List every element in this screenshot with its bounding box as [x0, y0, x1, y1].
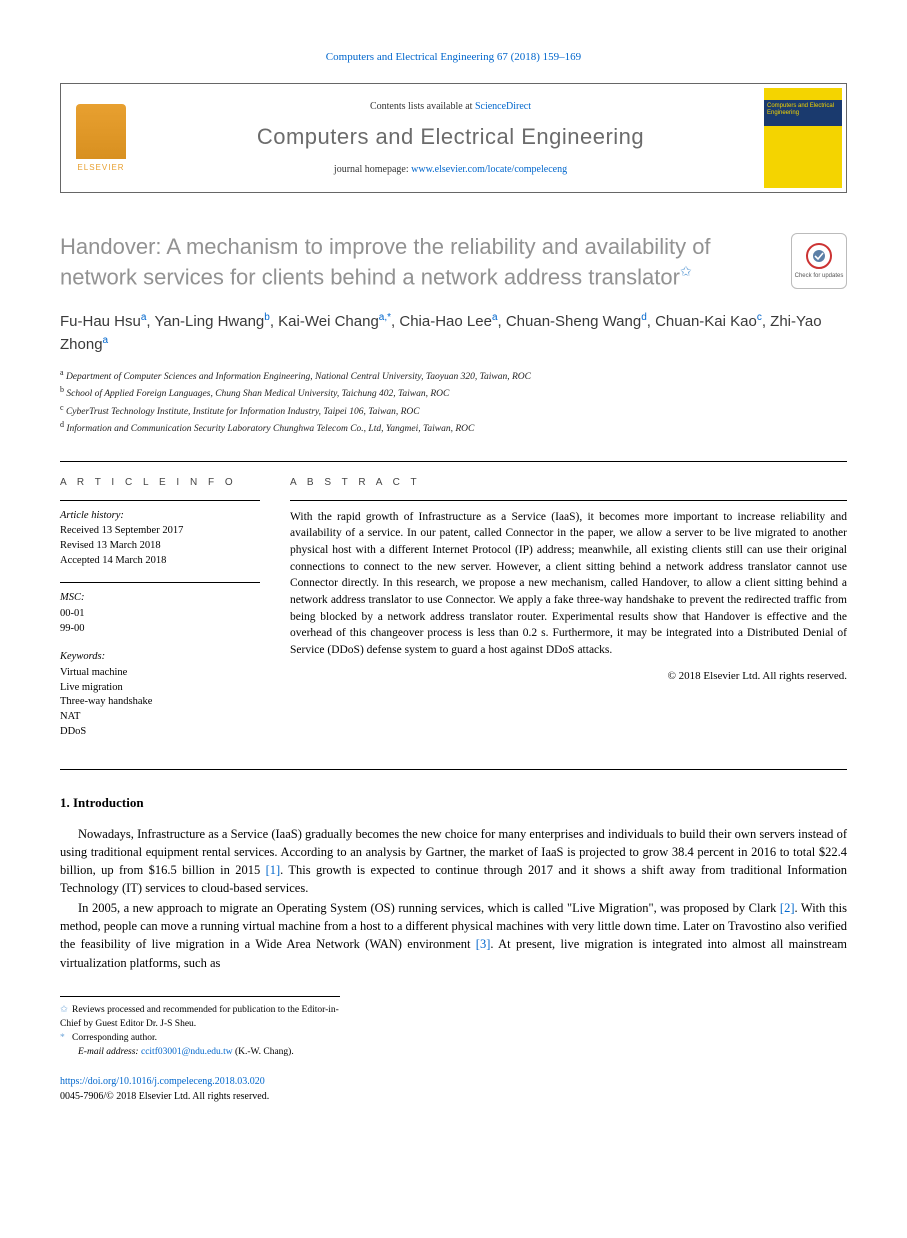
footnotes: ✩Reviews processed and recommended for p… — [60, 996, 340, 1060]
contents-line: Contents lists available at ScienceDirec… — [370, 100, 531, 114]
keywords-heading: Keywords: — [60, 650, 260, 665]
ref-link-1[interactable]: [1] — [266, 863, 281, 877]
elsevier-logo: ELSEVIER — [61, 84, 141, 192]
homepage-prefix: journal homepage: — [334, 164, 411, 175]
title-footnote-star: ✩ — [680, 263, 692, 279]
footnote-email: E-mail address: ccitf03001@ndu.edu.tw (K… — [60, 1045, 340, 1059]
abstract-label: A B S T R A C T — [290, 476, 847, 490]
info-divider-2 — [60, 582, 260, 583]
intro-paragraph-2: In 2005, a new approach to migrate an Op… — [60, 899, 847, 972]
history-heading: Article history: — [60, 509, 260, 524]
page-container: Computers and Electrical Engineering 67 … — [0, 0, 907, 1144]
history-revised: Revised 13 March 2018 — [60, 539, 260, 554]
intro-paragraph-1: Nowadays, Infrastructure as a Service (I… — [60, 825, 847, 898]
keyword: Three-way handshake — [60, 695, 260, 710]
check-updates-icon — [805, 242, 833, 270]
msc-item: 00-01 — [60, 607, 260, 622]
elsevier-tree-icon — [76, 104, 126, 159]
history-accepted: Accepted 14 March 2018 — [60, 554, 260, 569]
email-suffix: (K.-W. Chang). — [233, 1047, 294, 1057]
check-updates-badge[interactable]: Check for updates — [791, 233, 847, 289]
footnote-review-text: Reviews processed and recommended for pu… — [60, 1005, 339, 1029]
cover-body — [764, 126, 842, 188]
bottom-block: https://doi.org/10.1016/j.compeleceng.20… — [60, 1074, 847, 1104]
abstract-column: A B S T R A C T With the rapid growth of… — [290, 476, 847, 754]
title-text: Handover: A mechanism to improve the rel… — [60, 234, 711, 289]
msc-heading: MSC: — [60, 591, 260, 606]
sciencedirect-link[interactable]: ScienceDirect — [475, 101, 531, 112]
p2-pre: In 2005, a new approach to migrate an Op… — [78, 901, 780, 915]
journal-center: Contents lists available at ScienceDirec… — [141, 84, 760, 192]
footnote-review: ✩Reviews processed and recommended for p… — [60, 1003, 340, 1032]
keyword: Live migration — [60, 681, 260, 696]
article-title: Handover: A mechanism to improve the rel… — [60, 233, 740, 292]
elsevier-label: ELSEVIER — [77, 162, 124, 173]
cover-title-band: Computers and Electrical Engineering — [764, 100, 842, 126]
keywords-block: Keywords: Virtual machine Live migration… — [60, 650, 260, 739]
doi-link[interactable]: https://doi.org/10.1016/j.compeleceng.20… — [60, 1076, 265, 1087]
keyword: Virtual machine — [60, 666, 260, 681]
intro-body: Nowadays, Infrastructure as a Service (I… — [60, 825, 847, 972]
email-label: E-mail address: — [78, 1047, 141, 1057]
authors-list: Fu-Hau Hsua, Yan-Ling Hwangb, Kai-Wei Ch… — [60, 310, 847, 357]
homepage-line: journal homepage: www.elsevier.com/locat… — [334, 163, 567, 177]
history-block: Article history: Received 13 September 2… — [60, 509, 260, 569]
check-updates-label: Check for updates — [795, 272, 844, 280]
info-divider — [60, 500, 260, 501]
title-row: Handover: A mechanism to improve the rel… — [60, 233, 847, 292]
journal-name: Computers and Electrical Engineering — [257, 122, 644, 153]
copyright-line: © 2018 Elsevier Ltd. All rights reserved… — [290, 669, 847, 684]
ref-link-2[interactable]: [2] — [780, 901, 795, 915]
homepage-link[interactable]: www.elsevier.com/locate/compeleceng — [411, 164, 567, 175]
email-link[interactable]: ccitf03001@ndu.edu.tw — [141, 1047, 233, 1057]
keyword: DDoS — [60, 725, 260, 740]
footnote-asterisk-icon: * — [60, 1031, 72, 1045]
keyword: NAT — [60, 710, 260, 725]
footnote-corresponding: *Corresponding author. — [60, 1031, 340, 1045]
journal-cover-thumb: Computers and Electrical Engineering — [764, 88, 842, 188]
affiliations: a Department of Computer Sciences and In… — [60, 367, 847, 437]
history-received: Received 13 September 2017 — [60, 524, 260, 539]
article-info-label: A R T I C L E I N F O — [60, 476, 260, 490]
contents-prefix: Contents lists available at — [370, 101, 475, 112]
info-abstract-row: A R T I C L E I N F O Article history: R… — [60, 462, 847, 770]
footnote-corresponding-text: Corresponding author. — [72, 1033, 157, 1043]
journal-header-box: ELSEVIER Contents lists available at Sci… — [60, 83, 847, 193]
citation-header: Computers and Electrical Engineering 67 … — [60, 50, 847, 65]
msc-block: MSC: 00-01 99-00 — [60, 591, 260, 636]
footnote-star-icon: ✩ — [60, 1003, 72, 1017]
abstract-text: With the rapid growth of Infrastructure … — [290, 509, 847, 659]
issn-copyright: 0045-7906/© 2018 Elsevier Ltd. All right… — [60, 1089, 847, 1104]
article-info-column: A R T I C L E I N F O Article history: R… — [60, 476, 260, 754]
ref-link-3[interactable]: [3] — [476, 937, 491, 951]
msc-item: 99-00 — [60, 622, 260, 637]
abstract-divider — [290, 500, 847, 501]
divider-bottom — [60, 769, 847, 770]
intro-heading: 1. Introduction — [60, 794, 847, 812]
